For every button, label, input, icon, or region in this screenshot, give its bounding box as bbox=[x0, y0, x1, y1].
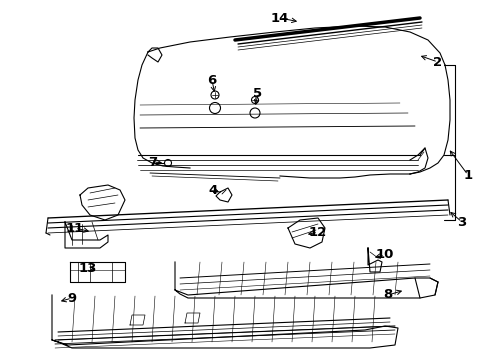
Text: 6: 6 bbox=[207, 73, 217, 86]
Text: 10: 10 bbox=[376, 248, 394, 261]
Text: 7: 7 bbox=[148, 156, 158, 168]
Text: 1: 1 bbox=[464, 168, 472, 181]
Text: 13: 13 bbox=[79, 261, 97, 275]
Text: 14: 14 bbox=[271, 12, 289, 24]
Text: 11: 11 bbox=[66, 221, 84, 234]
Text: 9: 9 bbox=[68, 292, 76, 305]
Text: 12: 12 bbox=[309, 225, 327, 239]
Text: 8: 8 bbox=[383, 288, 392, 302]
Text: 5: 5 bbox=[253, 86, 263, 99]
Text: 4: 4 bbox=[208, 184, 218, 197]
Text: 2: 2 bbox=[434, 55, 442, 68]
Text: 3: 3 bbox=[457, 216, 466, 229]
